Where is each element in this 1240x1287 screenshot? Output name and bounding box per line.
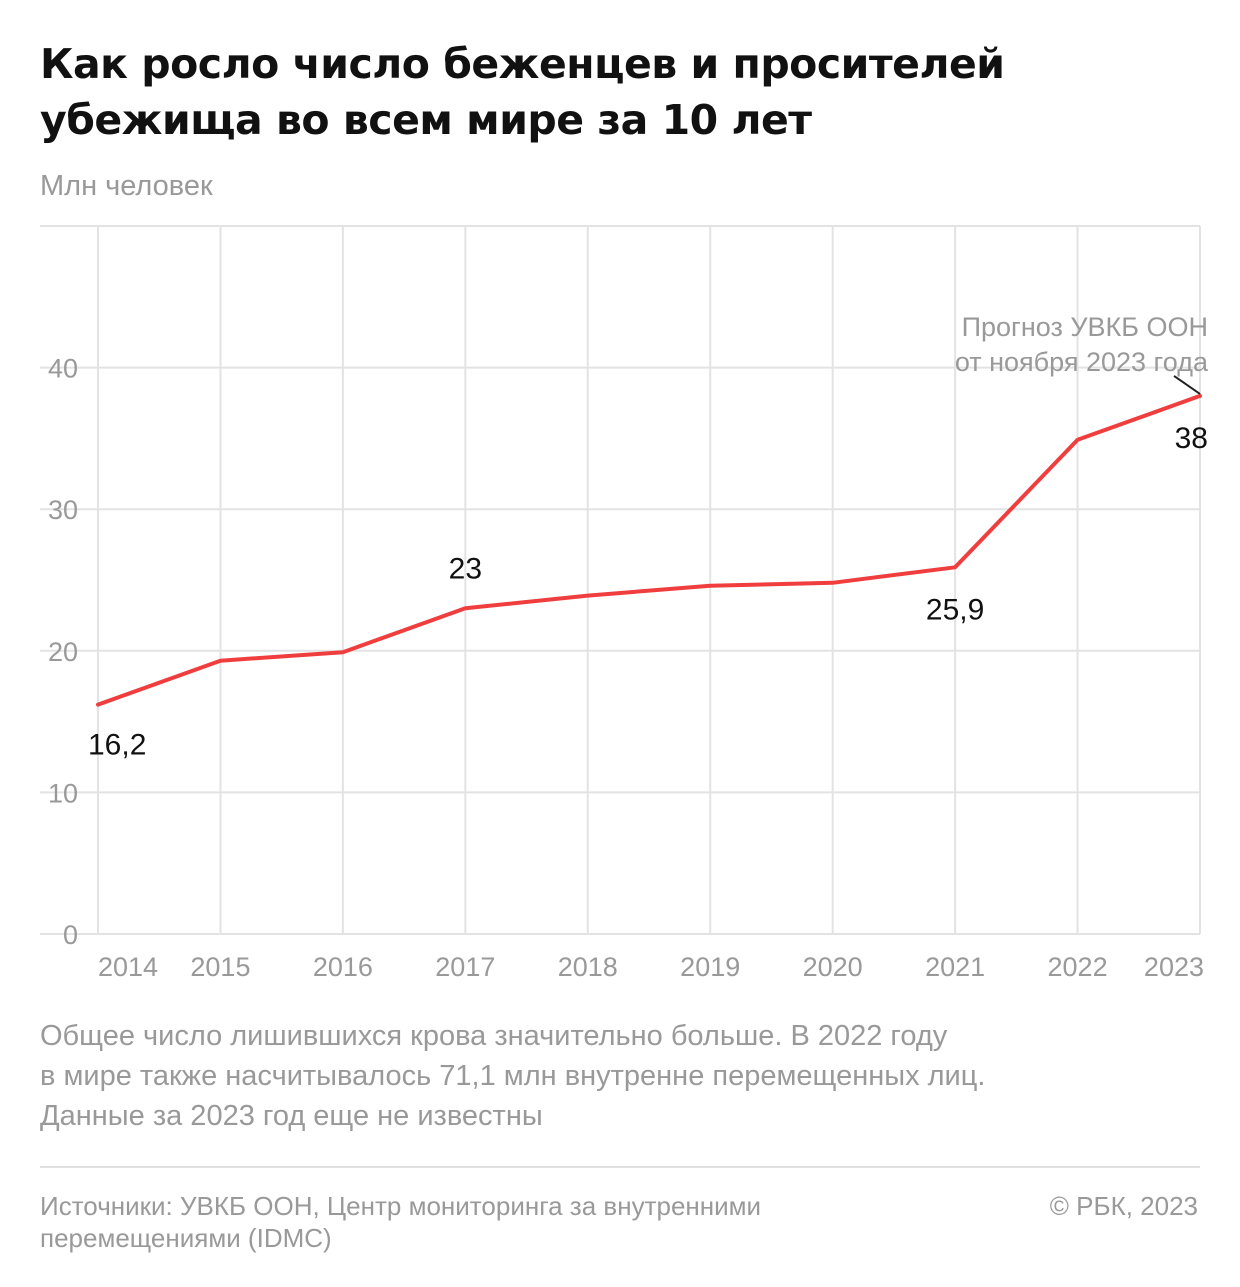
chart-title: Как росло число беженцев и просителей уб… [40, 36, 1200, 148]
annotation-pointer [1173, 375, 1201, 395]
x-tick-label: 2020 [803, 952, 863, 982]
data-label: 23 [449, 552, 482, 585]
source-text: Источники: УВКБ ООН, Центр мониторинга з… [40, 1190, 900, 1254]
footer-divider [40, 1166, 1200, 1168]
chart-title-line: убежища во всем мире за 10 лет [40, 96, 812, 144]
line-chart: 0 10 20 30 40 2014 2015 2016 2017 2018 2019 2020 202… [40, 225, 1209, 982]
y-tick-label: 20 [48, 637, 78, 667]
data-label: 25,9 [926, 593, 984, 626]
x-tick-label: 2018 [558, 952, 618, 982]
y-tick-label: 40 [48, 354, 78, 384]
note-line: в мире также насчитывалось 71,1 млн внут… [40, 1060, 986, 1092]
source-line: перемещениями (IDMC) [40, 1223, 332, 1253]
x-tick-label: 2021 [925, 952, 985, 982]
x-tick-label: 2023 [1144, 952, 1204, 982]
y-tick-label: 10 [48, 778, 78, 808]
series-line [96, 393, 1202, 707]
x-tick-label: 2014 [98, 952, 158, 982]
chart-note: Общее число лишившихся крова значительно… [40, 1016, 1200, 1136]
source-line: Источники: УВКБ ООН, Центр мониторинга з… [40, 1191, 762, 1221]
x-tick-label: 2015 [190, 952, 250, 982]
unit-label: Млн человек [40, 170, 213, 202]
x-tick-label: 2017 [435, 952, 495, 982]
copyright: © РБК, 2023 [1049, 1191, 1198, 1221]
note-line: Общее число лишившихся крова значительно… [40, 1020, 948, 1052]
chart-title-line: Как росло число беженцев и просителей [40, 40, 1005, 88]
data-label: 16,2 [88, 729, 146, 762]
x-tick-label: 2016 [313, 952, 373, 982]
note-line: Данные за 2023 год еще не известны [40, 1100, 543, 1132]
data-label: 38 [1175, 422, 1208, 455]
x-tick-label: 2022 [1048, 952, 1108, 982]
x-tick-label: 2019 [680, 952, 740, 982]
annotation-text: Прогноз УВКБ ООН [962, 312, 1208, 342]
y-tick-label: 0 [63, 920, 78, 950]
annotation-text: от ноября 2023 года [955, 347, 1209, 377]
y-tick-label: 30 [48, 495, 78, 525]
